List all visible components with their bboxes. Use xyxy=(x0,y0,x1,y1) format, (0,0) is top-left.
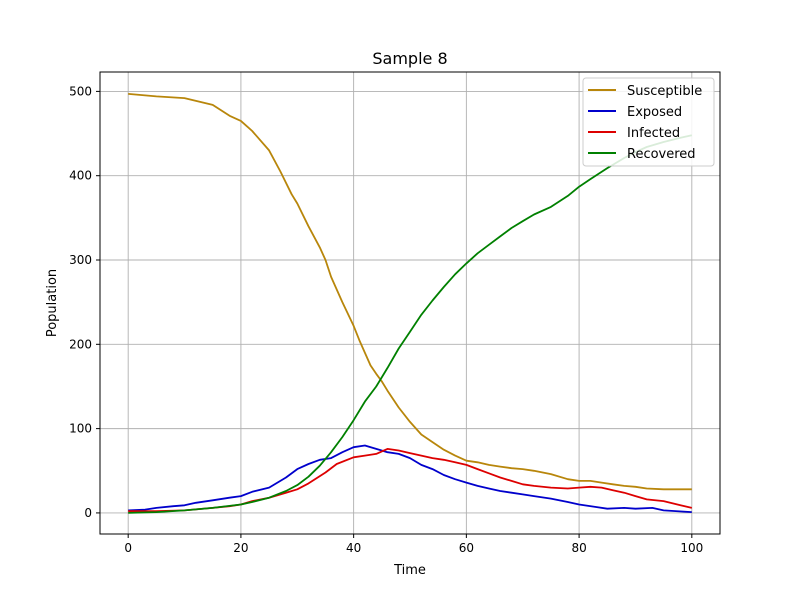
x-tick-label: 20 xyxy=(233,541,248,555)
legend-label-recovered: Recovered xyxy=(627,147,696,162)
legend: Susceptible Exposed Infected Recovered xyxy=(582,77,715,167)
y-tick-label: 100 xyxy=(69,422,92,436)
x-tick-label: 60 xyxy=(459,541,474,555)
series-line-susceptible xyxy=(128,93,692,491)
series-line-recovered xyxy=(128,134,693,514)
y-tick-label: 300 xyxy=(69,253,92,267)
x-tick-label: 80 xyxy=(571,541,586,555)
x-axis-label: Time xyxy=(393,563,426,578)
x-tick-label: 100 xyxy=(680,541,703,555)
y-tick-label: 0 xyxy=(84,506,92,520)
x-tick-label: 0 xyxy=(124,541,132,555)
y-tick-label: 200 xyxy=(69,337,92,351)
legend-label-infected: Infected xyxy=(627,126,680,141)
plot-frame xyxy=(99,71,721,535)
axis-ticks: 0 20 40 60 80 100 0 100 200 300 400 500 xyxy=(69,84,703,555)
legend-label-susceptible: Susceptible xyxy=(627,84,702,99)
y-tick-label: 400 xyxy=(69,169,92,183)
legend-label-exposed: Exposed xyxy=(627,105,682,120)
chart-title: Sample 8 xyxy=(372,49,447,68)
x-tick-label: 40 xyxy=(346,541,361,555)
legend-box xyxy=(582,77,715,167)
series-layer xyxy=(128,93,693,514)
series-line-exposed xyxy=(128,444,692,513)
grid xyxy=(100,72,720,534)
y-tick-label: 500 xyxy=(69,84,92,98)
y-axis-label: Population xyxy=(45,269,60,337)
